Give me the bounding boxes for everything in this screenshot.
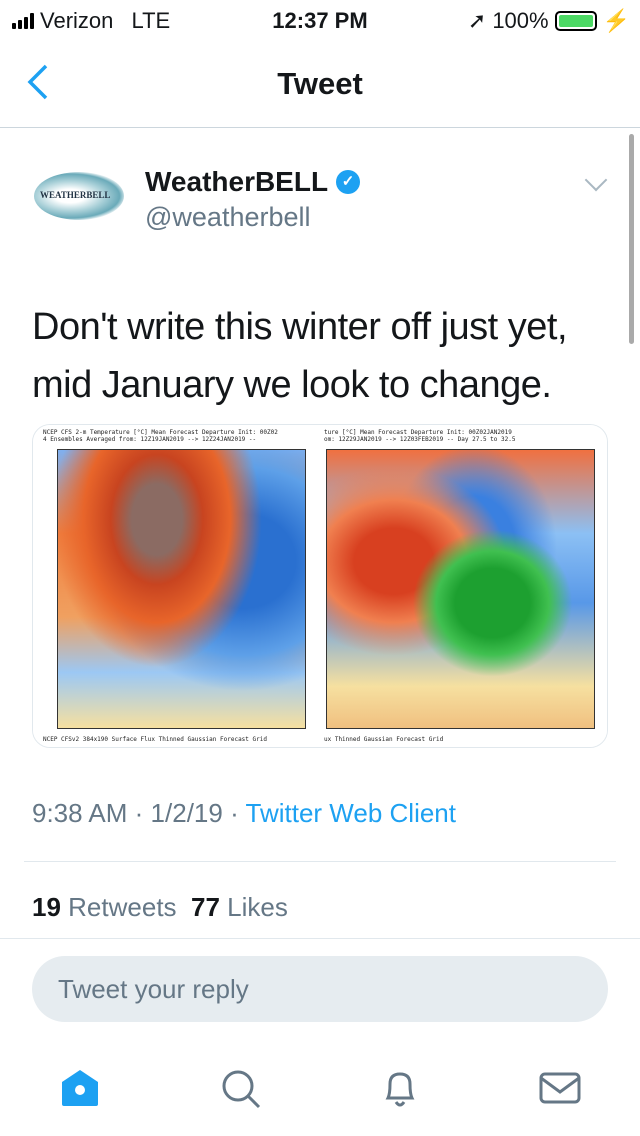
temperature-map xyxy=(57,449,306,729)
tweet-media[interactable]: NCEP CFS 2-m Temperature [°C] Mean Forec… xyxy=(32,424,608,748)
avatar-logo-text: WEATHERBELL xyxy=(40,190,111,200)
search-icon xyxy=(222,1070,261,1109)
chevron-down-icon[interactable] xyxy=(584,168,608,192)
divider xyxy=(24,861,616,862)
temperature-map xyxy=(326,449,595,729)
separator: · xyxy=(134,798,144,828)
nav-bar: Tweet xyxy=(0,40,640,128)
likes-count[interactable]: 77 Likes xyxy=(191,892,288,922)
divider xyxy=(0,938,640,939)
reply-input[interactable]: Tweet your reply xyxy=(32,956,608,1022)
map-header: ture [°C] Mean Forecast Departure Init: … xyxy=(324,429,516,443)
tweet-meta: 9:38 AM · 1/2/19 · Twitter Web Client xyxy=(32,798,456,829)
charging-icon: ⚡ xyxy=(602,8,630,33)
tweet-text: Don't write this winter off just yet, mi… xyxy=(32,306,568,406)
clock: 12:37 PM xyxy=(272,8,368,33)
chevron-left-icon xyxy=(27,64,48,100)
location-icon: ➚ xyxy=(467,8,487,33)
back-button[interactable] xyxy=(26,62,50,112)
author-name-text: WeatherBELL xyxy=(145,166,329,197)
bell-icon xyxy=(385,1072,415,1107)
signal-icon xyxy=(12,13,34,29)
home-icon xyxy=(62,1070,98,1106)
battery-icon xyxy=(554,11,597,31)
media-image-2[interactable]: ture [°C] Mean Forecast Departure Init: … xyxy=(322,425,607,747)
retweets-count[interactable]: 19 Retweets xyxy=(32,892,177,922)
tab-bar xyxy=(0,1060,640,1120)
separator: · xyxy=(230,798,239,828)
mail-icon xyxy=(539,1072,581,1104)
source-link[interactable]: Twitter Web Client xyxy=(245,798,456,828)
map-footer: ux Thinned Gaussian Forecast Grid xyxy=(324,736,444,743)
tab-home[interactable] xyxy=(58,1066,102,1110)
scrollbar[interactable] xyxy=(629,134,634,344)
network: LTE xyxy=(131,8,171,33)
author-name[interactable]: WeatherBELL ✓ xyxy=(145,166,361,198)
carrier: Verizon xyxy=(40,8,114,33)
tab-search[interactable] xyxy=(218,1066,262,1110)
media-image-1[interactable]: NCEP CFS 2-m Temperature [°C] Mean Forec… xyxy=(33,425,318,747)
page-title: Tweet xyxy=(277,66,363,101)
tab-notifications[interactable] xyxy=(378,1066,422,1110)
tweet-date: 1/2/19 xyxy=(150,798,223,828)
status-bar: Verizon LTE 12:37 PM ➚ 100% ⚡ xyxy=(0,0,640,40)
avatar[interactable]: WEATHERBELL xyxy=(34,172,124,220)
tweet-time: 9:38 AM xyxy=(32,798,128,828)
map-header: NCEP CFS 2-m Temperature [°C] Mean Forec… xyxy=(43,429,278,443)
battery-percent: 100% xyxy=(492,8,549,33)
map-footer: NCEP CFSv2 384x190 Surface Flux Thinned … xyxy=(43,736,267,743)
verified-badge-icon: ✓ xyxy=(336,170,361,194)
author-handle[interactable]: @weatherbell xyxy=(145,202,311,232)
tab-messages[interactable] xyxy=(538,1066,582,1110)
tweet-stats: 19 Retweets 77 Likes xyxy=(32,892,288,923)
